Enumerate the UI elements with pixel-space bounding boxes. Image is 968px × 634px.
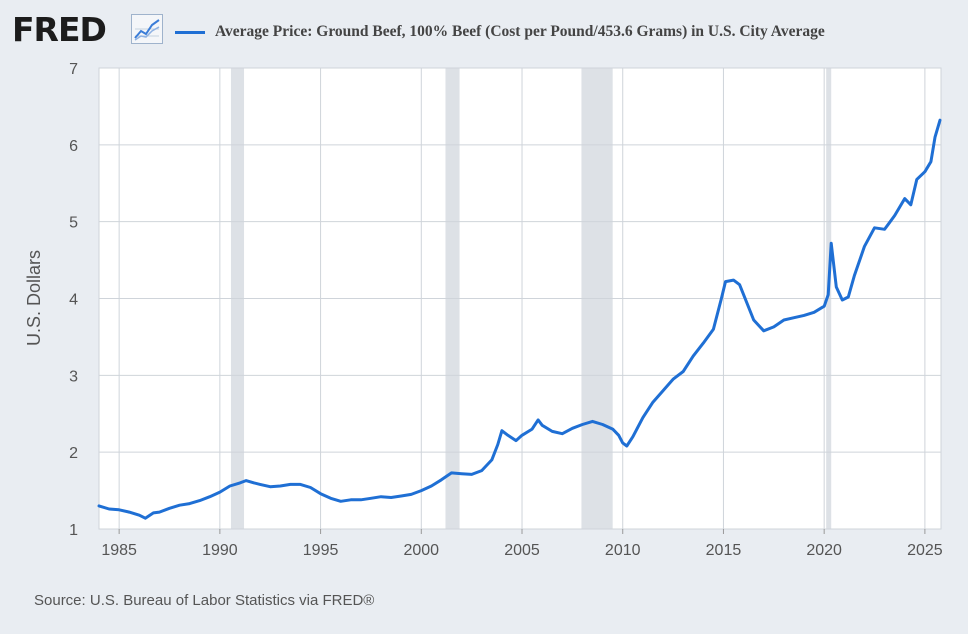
x-tick-label: 2025 <box>907 542 943 559</box>
y-tick-label: 2 <box>69 445 78 462</box>
x-tick-label: 2020 <box>806 542 842 559</box>
series-layer <box>97 118 942 520</box>
legend-label[interactable]: Average Price: Ground Beef, 100% Beef (C… <box>215 23 825 40</box>
x-tick-label: 2000 <box>403 542 439 559</box>
y-tick-label: 3 <box>69 368 78 385</box>
x-tick-label: 2015 <box>706 542 742 559</box>
y-axis-title: U.S. Dollars <box>24 250 44 346</box>
x-tick-label: 1985 <box>101 542 137 559</box>
x-tick-label: 2005 <box>504 542 540 559</box>
x-tick-label: 1995 <box>303 542 339 559</box>
x-tick-label: 2010 <box>605 542 641 559</box>
fred-logo[interactable]: FRED <box>12 10 107 49</box>
x-axis-ticks: 1985 1990 1995 2000 2005 2010 2015 2020 2025 <box>101 529 943 559</box>
plot-border <box>98 67 942 530</box>
line-chart-icon <box>131 14 163 49</box>
x-tick-label: 1990 <box>202 542 238 559</box>
y-tick-label: 6 <box>69 138 78 155</box>
y-tick-label: 5 <box>69 215 78 232</box>
series-line <box>97 118 942 520</box>
chart-header: FRED Average Price: Ground Beef, 100% Be… <box>0 0 968 62</box>
y-axis-ticks: 1 2 3 4 5 6 7 <box>69 61 78 539</box>
y-tick-label: 1 <box>69 522 78 539</box>
source-note: Source: U.S. Bureau of Labor Statistics … <box>34 592 375 609</box>
legend-swatch <box>175 31 205 34</box>
line-chart: 1 2 3 4 5 6 7 1985 1990 1995 2000 2005 2010 2015 2020… <box>24 61 943 559</box>
gridlines <box>98 67 942 530</box>
y-tick-label: 4 <box>69 292 78 309</box>
y-tick-label: 7 <box>69 61 78 78</box>
